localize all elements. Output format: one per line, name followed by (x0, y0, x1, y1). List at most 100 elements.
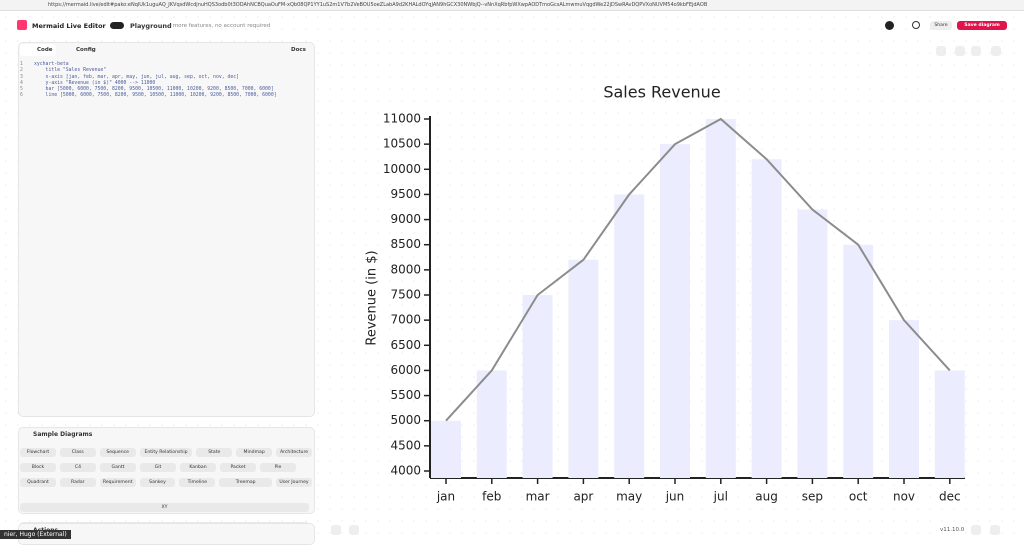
bar (934, 370, 965, 478)
mode-note: - more features, no account required (169, 23, 271, 29)
line-number: 5 (20, 87, 23, 93)
bar (568, 259, 599, 478)
samples-row: Block C4 Gantt Git Kanban Packet Pie (20, 463, 312, 472)
y-axis-label: Revenue (in $) (365, 250, 380, 345)
sample-button[interactable]: Requirement (99, 478, 136, 487)
y-tick-label: 8000 (390, 262, 421, 276)
app-name: Mermaid Live Editor (32, 22, 106, 30)
y-tick-label: 10500 (383, 137, 421, 151)
chart: Sales Revenue Revenue (in $) 4000 4500 500… (365, 83, 965, 504)
settings-icon[interactable] (990, 525, 1000, 535)
sample-button[interactable]: Architecture (276, 448, 312, 457)
y-tick-label: 8500 (390, 237, 421, 251)
theme-icon[interactable] (971, 525, 981, 535)
sample-button[interactable]: Entity Relationship (139, 448, 193, 457)
sample-button[interactable]: Radar (59, 478, 96, 487)
bar (797, 209, 828, 478)
sample-button[interactable]: XY (20, 503, 309, 512)
y-tick-label: 11000 (383, 112, 421, 126)
y-tick-label: 7500 (390, 288, 421, 302)
fit-icon[interactable] (936, 46, 946, 56)
sample-button[interactable]: Kanban (180, 463, 216, 472)
sample-button[interactable]: Flowchart (20, 448, 56, 457)
sample-button[interactable]: Packet (220, 463, 256, 472)
y-tick-label: 5000 (390, 413, 421, 427)
line (445, 117, 951, 422)
line-number: 1 (20, 62, 23, 67)
sample-button[interactable]: Block (20, 463, 56, 472)
samples-row: Quadrant Radar Requirement Sankey Timeline Tr… (20, 478, 312, 487)
editor-panel (18, 42, 315, 417)
bar (431, 420, 461, 478)
line-number: 6 (20, 93, 23, 99)
sample-button[interactable]: Sankey (139, 478, 176, 487)
samples-row: Flowchart Class Sequence Entity Relationshi… (20, 448, 312, 457)
sample-button[interactable]: Timeline (179, 478, 216, 487)
sample-button[interactable]: Gantt (100, 463, 136, 472)
sample-button[interactable]: State (196, 448, 233, 457)
active-tab-bg (20, 44, 56, 56)
grid-icon[interactable] (349, 525, 359, 535)
sample-button[interactable]: Quadrant (20, 478, 56, 487)
line-number: 2 (20, 68, 23, 74)
x-tick-label: jun (665, 490, 685, 504)
chart-title: Sales Revenue (603, 83, 720, 102)
bar (705, 119, 736, 478)
history-icon[interactable] (912, 21, 920, 29)
line-text: xychart-beta (34, 62, 69, 67)
bar (751, 159, 782, 478)
sample-button[interactable]: User Journey (276, 478, 312, 487)
toggle[interactable] (110, 22, 124, 29)
sample-button[interactable]: C4 (60, 463, 96, 472)
mode: Playground (130, 22, 172, 30)
zoom-in-icon[interactable] (971, 46, 981, 56)
code-editor[interactable]: 1 xychart-beta 2 title "Sales Revenue" 3 x-… (20, 62, 310, 100)
tab[interactable]: Code (37, 47, 53, 53)
x-tick-label: aug (755, 490, 778, 504)
code-line: 6 line [5000, 6000, 7500, 8200, 9500, 10… (20, 93, 310, 99)
x-tick-label: jan (436, 490, 455, 504)
line-text: x-axis [jan, feb, mar, apr, may, jun, ju… (34, 74, 240, 80)
x-tick-label: oct (849, 490, 868, 504)
github-icon[interactable] (885, 21, 894, 30)
x-tick-label: apr (573, 490, 593, 504)
x-tick-label: mar (526, 490, 550, 504)
url[interactable]: https://mermaid.live/edit#pako:eNqlUk1ug… (48, 2, 708, 8)
code-line: 3 x-axis [jan, feb, mar, apr, may, jun, … (20, 75, 310, 81)
bar (522, 295, 553, 478)
fullscreen-icon[interactable] (991, 46, 1001, 56)
zoom-out-icon[interactable] (955, 46, 965, 56)
line-number: 3 (20, 74, 23, 80)
y-tick-label: 6000 (390, 363, 421, 377)
y-tick-label: 4000 (390, 464, 421, 478)
sample-button[interactable]: Git (140, 463, 176, 472)
docs-link[interactable]: Docs (291, 47, 306, 53)
y-tick-label: 9500 (390, 187, 421, 201)
x-tick-label: jul (713, 490, 728, 504)
line-text: line [5000, 6000, 7500, 8200, 9500, 1050… (34, 93, 277, 99)
share-button[interactable]: Share (930, 21, 952, 30)
tab[interactable]: Config (76, 47, 96, 53)
code-line: 1 xychart-beta (20, 62, 310, 68)
bar (843, 244, 874, 478)
code-line: 5 bar [5000, 6000, 7500, 8200, 9500, 105… (20, 87, 310, 93)
y-tick-label: 9000 (390, 212, 421, 226)
pan-icon[interactable] (331, 525, 341, 535)
sample-button[interactable]: Mindmap (236, 448, 273, 457)
x-tick-label: nov (893, 490, 915, 504)
bar (889, 320, 919, 478)
sample-button[interactable]: Treemap (219, 478, 273, 487)
line-text: bar [5000, 6000, 7500, 8200, 9500, 10500… (34, 87, 274, 93)
y-tick-label: 5500 (390, 388, 421, 402)
sample-button[interactable]: Sequence (99, 448, 136, 457)
y-tick-label: 7000 (390, 313, 421, 327)
x-tick-label: dec (939, 490, 961, 504)
tooltip: nier, Hugo (External) (0, 530, 71, 539)
sample-button[interactable]: Class (59, 448, 96, 457)
y-tick-label: 4500 (390, 438, 421, 452)
line-text: title "Sales Revenue" (34, 68, 107, 74)
save-button[interactable]: Save diagram (957, 21, 1007, 30)
sample-button[interactable]: Pie (260, 463, 296, 472)
code-line: 4 y-axis "Revenue (in $)" 4000 --> 11000 (20, 81, 310, 87)
